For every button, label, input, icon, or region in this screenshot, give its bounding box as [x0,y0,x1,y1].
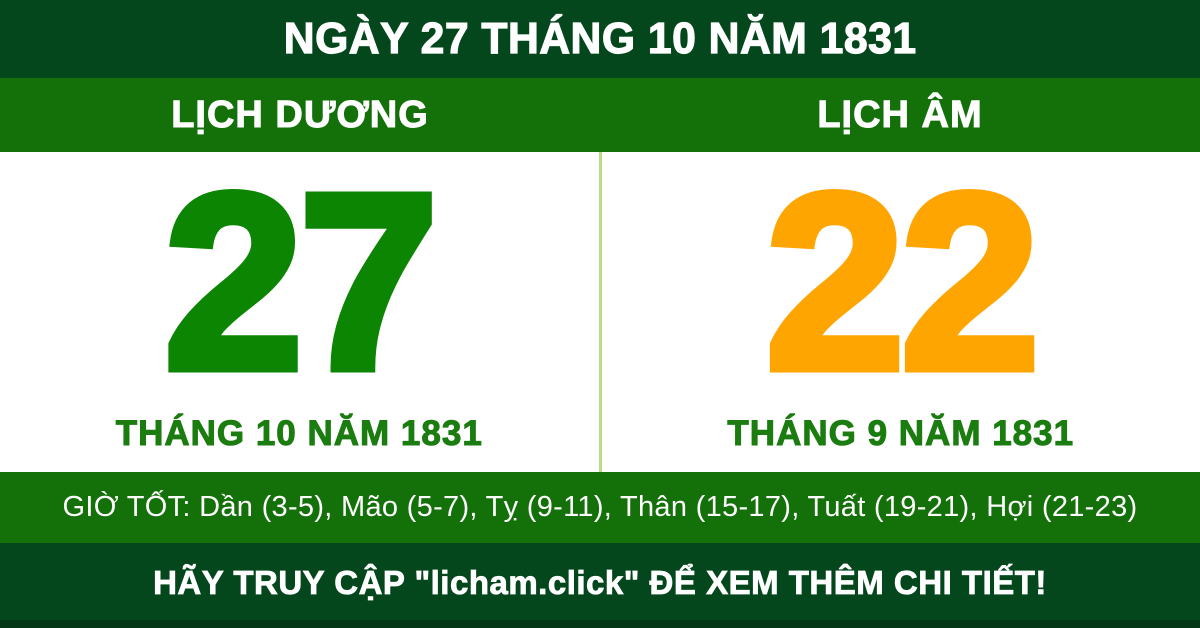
good-hours-bar: GIỜ TỐT: Dần (3-5), Mão (5-7), Tỵ (9-11)… [0,472,1200,543]
page-title: NGÀY 27 THÁNG 10 NĂM 1831 [283,13,917,63]
solar-panel: 27 THÁNG 10 NĂM 1831 [0,152,599,472]
bottom-banner: HÃY TRUY CẬP "licham.click" ĐỂ XEM THÊM … [0,543,1200,628]
solar-calendar-header: LỊCH DƯƠNG [171,93,429,136]
lunar-month-label: THÁNG 9 NĂM 1831 [727,414,1075,454]
good-hours-text: GIỜ TỐT: Dần (3-5), Mão (5-7), Tỵ (9-11)… [62,491,1138,523]
lunar-calendar-header: LỊCH ÂM [817,93,983,136]
calendar-panels: 27 THÁNG 10 NĂM 1831 22 THÁNG 9 NĂM 1831 [0,152,1200,472]
lunar-panel: 22 THÁNG 9 NĂM 1831 [602,152,1200,472]
bottom-edge-strip [0,620,1200,628]
calendar-type-band: LỊCH DƯƠNG LỊCH ÂM [0,78,1200,152]
solar-day-number: 27 [160,142,443,421]
panel-divider [598,152,602,472]
solar-month-label: THÁNG 10 NĂM 1831 [115,414,483,454]
lunar-day-number: 22 [761,142,1044,421]
footer-message: HÃY TRUY CẬP "licham.click" ĐỂ XEM THÊM … [153,563,1047,601]
top-banner: NGÀY 27 THÁNG 10 NĂM 1831 [0,0,1200,78]
